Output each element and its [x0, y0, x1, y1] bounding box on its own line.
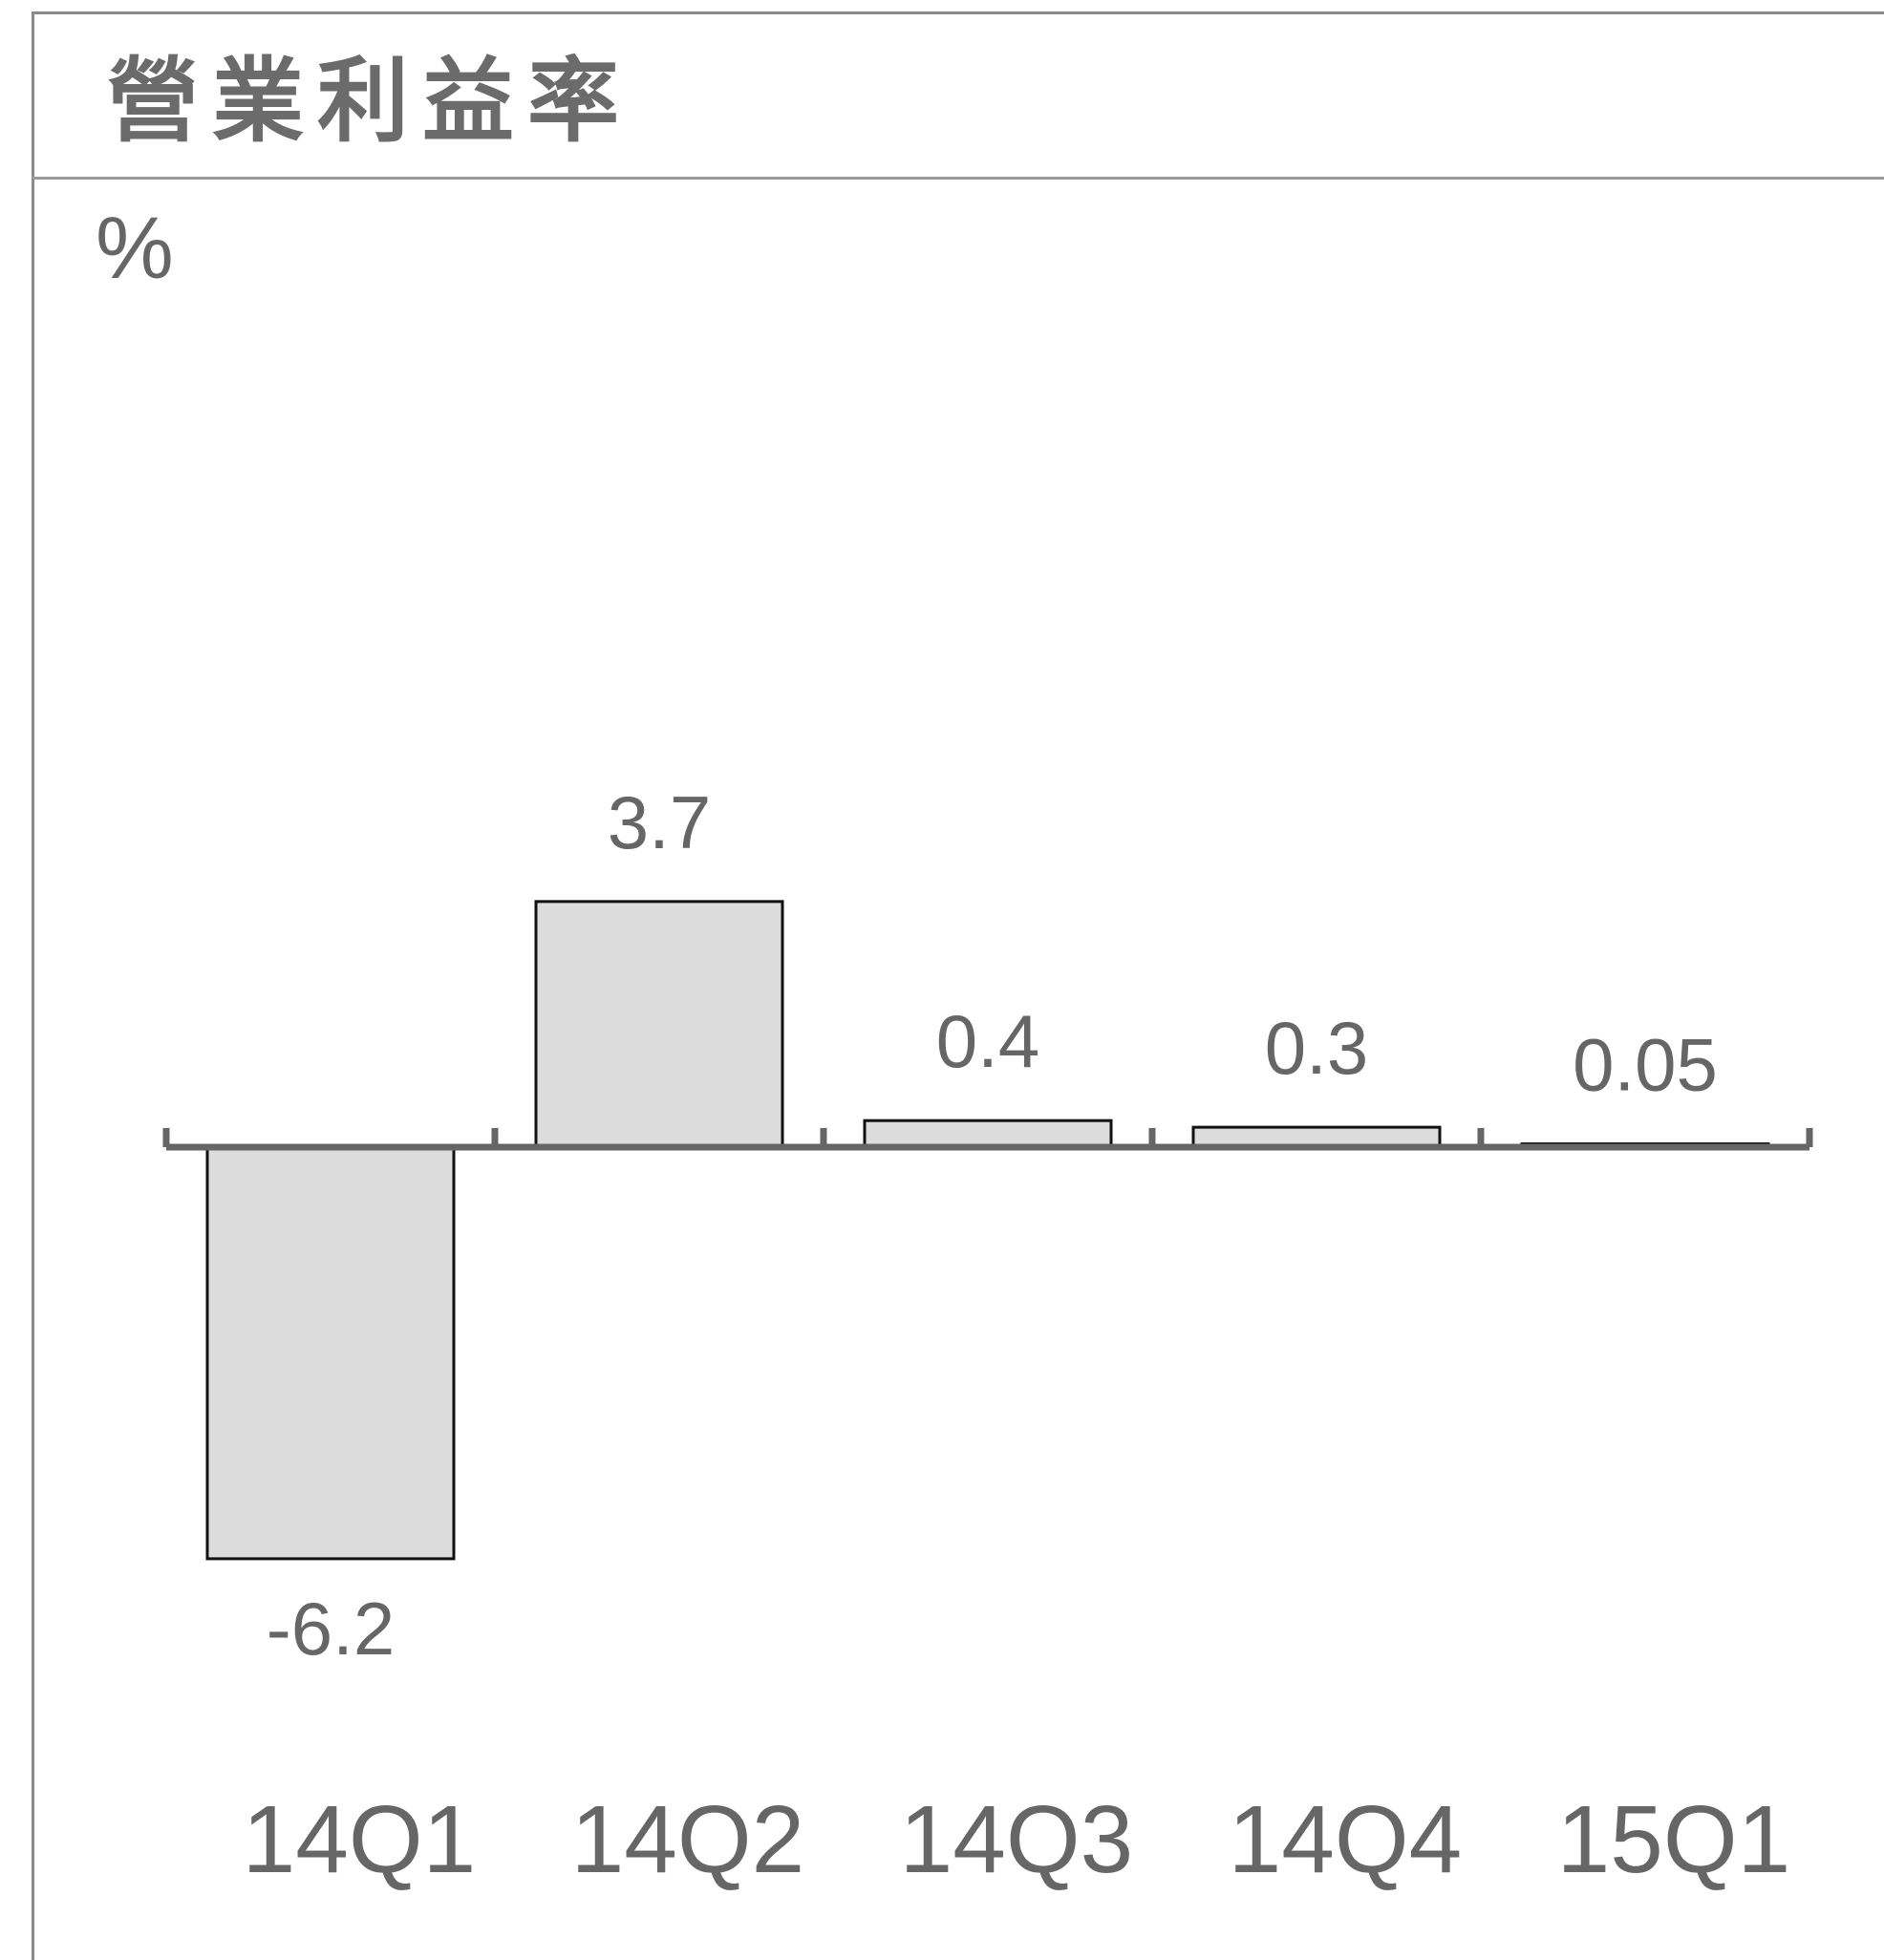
data-label-14q2: 3.7 — [608, 780, 711, 864]
x-tick-label-15q1: 15Q1 — [1557, 1786, 1791, 1893]
x-tick-label-14q4: 14Q4 — [1229, 1786, 1463, 1893]
x-tick-label-14q1: 14Q1 — [243, 1786, 477, 1893]
title-bar — [32, 11, 1884, 180]
bar-14q3 — [863, 1118, 1113, 1149]
chart-frame — [32, 11, 1884, 1960]
x-tick-label-14q2: 14Q2 — [571, 1786, 805, 1893]
bar-14q2 — [534, 900, 784, 1149]
bar-14q1 — [205, 1145, 456, 1561]
data-label-14q4: 0.3 — [1265, 1006, 1368, 1090]
x-tick-label-14q3: 14Q3 — [900, 1786, 1134, 1893]
chart-title: 營業利益率 — [107, 47, 632, 155]
data-label-14q3: 0.4 — [936, 999, 1039, 1083]
data-label-15q1: 0.05 — [1573, 1023, 1718, 1107]
data-label-14q1: -6.2 — [267, 1587, 395, 1671]
y-axis-unit-label: % — [96, 200, 174, 297]
